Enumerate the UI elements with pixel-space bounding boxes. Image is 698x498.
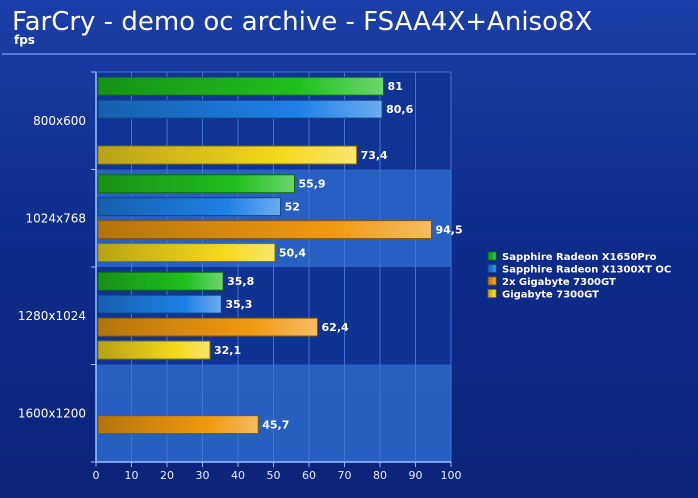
data-label: 32,1: [214, 344, 241, 357]
bar: [97, 271, 224, 291]
legend-swatch: [487, 289, 497, 298]
data-label: 45,7: [262, 419, 289, 432]
bar: [97, 145, 358, 165]
x-tick-label: 10: [125, 469, 139, 482]
bar: [97, 294, 222, 314]
x-tick-label: 20: [160, 469, 174, 482]
bar: [97, 76, 385, 96]
data-label: 94,5: [435, 224, 462, 237]
legend-label: 2x Gigabyte 7300GT: [502, 277, 616, 288]
x-tick-label: 0: [93, 469, 100, 482]
x-tick-label: 90: [409, 469, 423, 482]
x-tick-label: 50: [267, 469, 281, 482]
legend-swatch: [487, 251, 497, 261]
legend-swatch: [487, 264, 497, 273]
chart-subtitle: fps: [14, 33, 35, 47]
data-label: 73,4: [361, 149, 388, 162]
x-tick-label: 100: [441, 469, 462, 482]
bar: [97, 220, 432, 240]
bar: [97, 243, 276, 262]
category-label: 800x600: [33, 114, 86, 128]
bar: [97, 415, 259, 435]
chart-title: FarCry - demo oc archive - FSAA4X+Aniso8…: [12, 7, 592, 37]
data-label: 80,6: [386, 103, 413, 116]
data-label: 52: [285, 201, 300, 214]
legend-swatch: [487, 276, 497, 286]
plot-area: 0 10 20 30 40 50 60 70 80 90 100 800x600 1024x768 128…: [18, 71, 463, 482]
category-label: 1024x768: [25, 211, 86, 225]
x-tick-label: 80: [373, 469, 387, 482]
data-label: 81: [388, 80, 403, 93]
legend-label: Gigabyte 7300GT: [502, 290, 599, 301]
x-tick-label: 40: [231, 469, 245, 482]
data-label: 62,4: [322, 321, 349, 334]
bar: [97, 99, 383, 119]
data-label: 35,3: [225, 298, 252, 311]
legend-label: Sapphire Radeon X1650Pro: [502, 252, 657, 263]
bar: [97, 197, 282, 217]
legend: Sapphire Radeon X1650Pro Sapphire Radeon …: [487, 251, 671, 301]
category-label: 1600x1200: [18, 406, 86, 420]
data-label: 50,4: [279, 247, 306, 260]
bar: [97, 340, 211, 360]
x-tick-label: 30: [196, 469, 210, 482]
bar: [97, 174, 295, 194]
data-label: 55,9: [298, 178, 325, 191]
bar: [97, 317, 319, 337]
x-tick-label: 70: [338, 469, 352, 482]
category-label: 1280x1024: [18, 309, 86, 323]
legend-label: Sapphire Radeon X1300XT OC: [502, 265, 671, 276]
data-label: 35,8: [227, 275, 254, 288]
x-tick-label: 60: [302, 469, 316, 482]
